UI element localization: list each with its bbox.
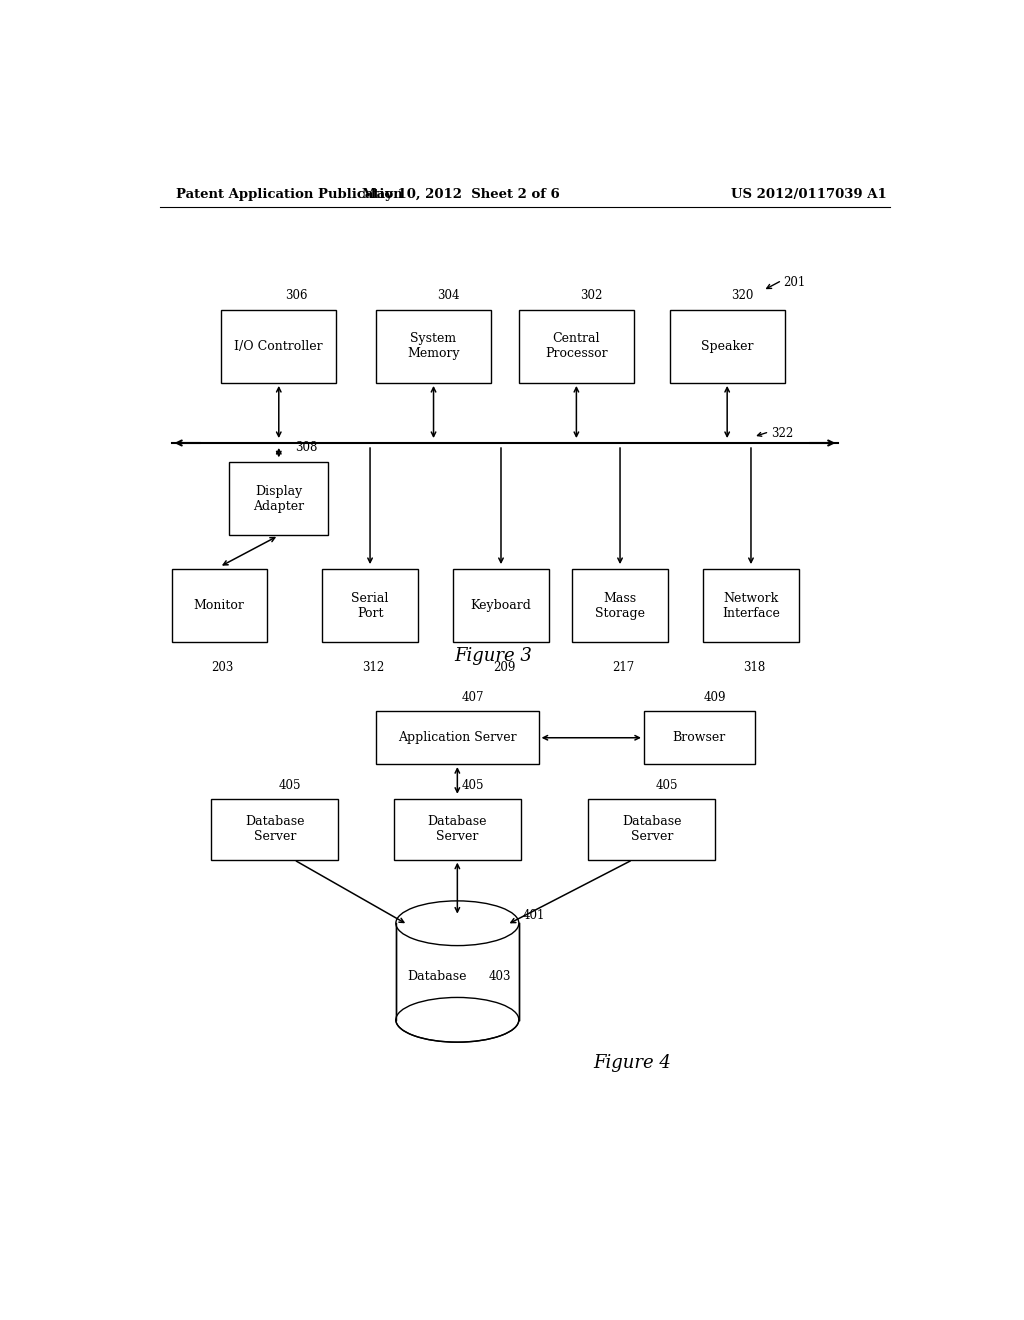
Bar bbox=[211, 799, 338, 859]
Bar bbox=[519, 310, 634, 383]
Text: Central
Processor: Central Processor bbox=[545, 333, 607, 360]
Text: Mass
Storage: Mass Storage bbox=[595, 591, 645, 619]
Text: Speaker: Speaker bbox=[700, 341, 754, 352]
Ellipse shape bbox=[396, 900, 519, 945]
Text: Network
Interface: Network Interface bbox=[722, 591, 780, 619]
Bar bbox=[454, 569, 549, 643]
Bar bbox=[588, 799, 715, 859]
Text: 312: 312 bbox=[362, 660, 384, 673]
Text: Display
Adapter: Display Adapter bbox=[253, 484, 304, 513]
Text: 201: 201 bbox=[783, 276, 806, 289]
Text: Figure 4: Figure 4 bbox=[593, 1053, 671, 1072]
Ellipse shape bbox=[396, 998, 519, 1043]
Text: 306: 306 bbox=[285, 289, 307, 302]
Bar bbox=[670, 310, 784, 383]
Text: Keyboard: Keyboard bbox=[471, 599, 531, 612]
Bar bbox=[172, 569, 267, 643]
Text: 409: 409 bbox=[703, 692, 726, 704]
Text: Figure 3: Figure 3 bbox=[454, 647, 532, 665]
Text: 308: 308 bbox=[295, 441, 317, 454]
Text: Application Server: Application Server bbox=[398, 731, 517, 744]
Bar bbox=[394, 799, 521, 859]
Text: Database
Server: Database Server bbox=[245, 816, 304, 843]
Bar bbox=[376, 310, 492, 383]
Bar bbox=[703, 569, 799, 643]
Text: Patent Application Publication: Patent Application Publication bbox=[176, 189, 402, 202]
Text: I/O Controller: I/O Controller bbox=[234, 341, 324, 352]
Bar bbox=[376, 711, 539, 764]
Bar bbox=[644, 711, 755, 764]
Text: 405: 405 bbox=[655, 779, 678, 792]
Text: System
Memory: System Memory bbox=[408, 333, 460, 360]
Text: 405: 405 bbox=[461, 779, 483, 792]
Text: 407: 407 bbox=[461, 692, 483, 704]
Text: 403: 403 bbox=[489, 970, 512, 983]
Text: Browser: Browser bbox=[673, 731, 726, 744]
Text: Monitor: Monitor bbox=[194, 599, 245, 612]
Bar bbox=[396, 923, 519, 1020]
Text: 401: 401 bbox=[522, 909, 545, 923]
Text: May 10, 2012  Sheet 2 of 6: May 10, 2012 Sheet 2 of 6 bbox=[362, 189, 560, 202]
Bar bbox=[229, 462, 329, 536]
Text: Database
Server: Database Server bbox=[622, 816, 682, 843]
Text: Database: Database bbox=[408, 970, 467, 983]
Text: 304: 304 bbox=[437, 289, 460, 302]
Bar bbox=[221, 310, 336, 383]
Text: US 2012/0117039 A1: US 2012/0117039 A1 bbox=[731, 189, 887, 202]
Text: Database
Server: Database Server bbox=[428, 816, 487, 843]
Bar bbox=[323, 569, 418, 643]
Text: 217: 217 bbox=[612, 660, 634, 673]
Text: 302: 302 bbox=[581, 289, 603, 302]
Text: 209: 209 bbox=[494, 660, 515, 673]
Text: 405: 405 bbox=[279, 779, 301, 792]
Text: 322: 322 bbox=[771, 428, 793, 441]
Bar bbox=[572, 569, 668, 643]
Text: Serial
Port: Serial Port bbox=[351, 591, 389, 619]
Text: 318: 318 bbox=[743, 660, 765, 673]
Text: 320: 320 bbox=[731, 289, 754, 302]
Text: 203: 203 bbox=[211, 660, 233, 673]
